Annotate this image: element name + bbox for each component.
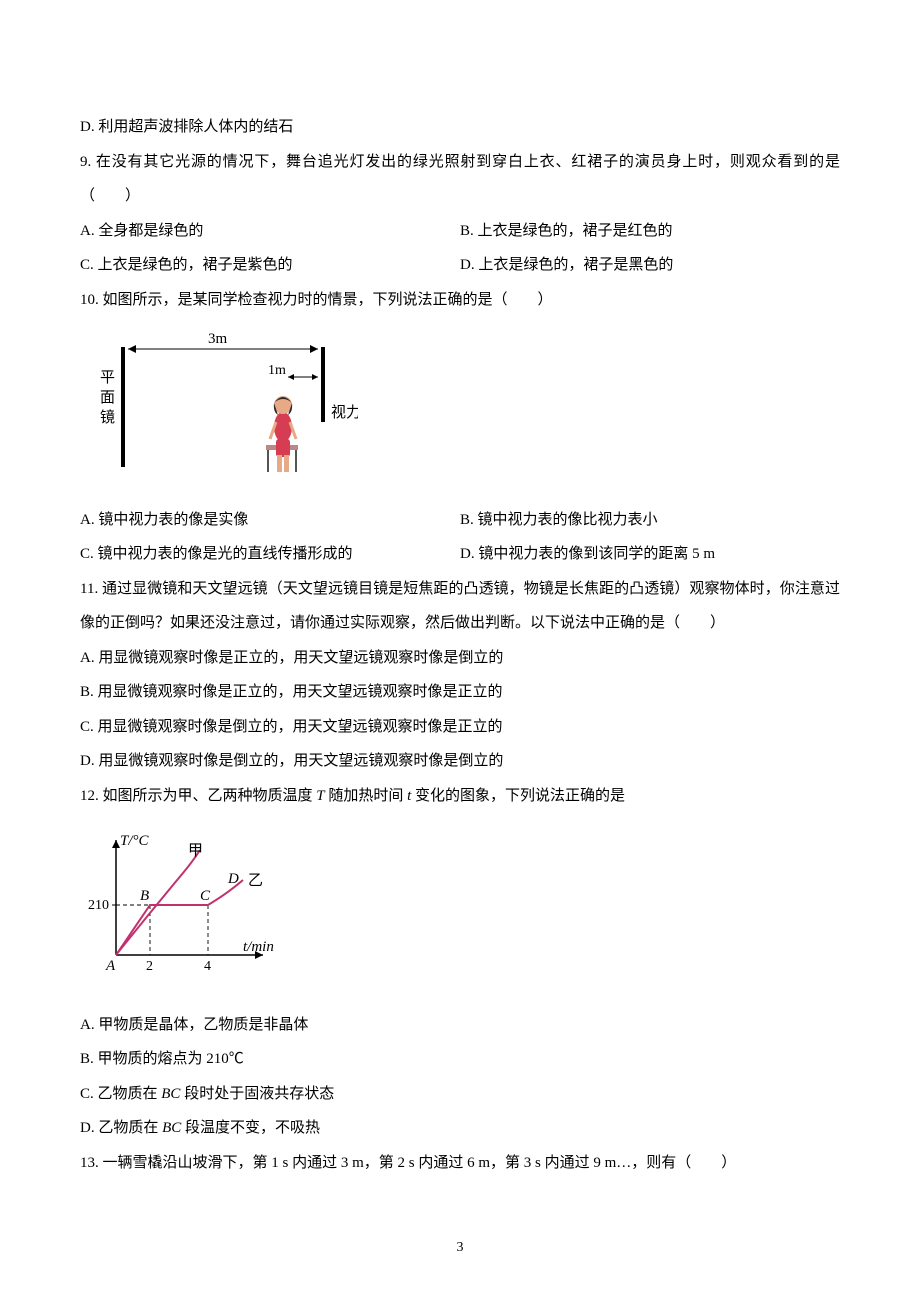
q12-labelA: A [105,958,116,974]
q11-stem: 11. 通过显微镜和天文望远镜（天文望远镜目镜是短焦距的凸透镜，物镜是长焦距的凸… [80,572,840,641]
q8-option-d: D. 利用超声波排除人体内的结石 [80,110,840,145]
q10-figure: 3m 1m 平 面 镜 视力表 [88,327,840,491]
page-number: 3 [0,1232,920,1264]
q11-option-d: D. 用显微镜观察时像是倒立的，用天文望远镜观察时像是倒立的 [80,744,840,779]
q9-row2: C. 上衣是绿色的，裙子是紫色的 D. 上衣是绿色的，裙子是黑色的 [80,248,840,283]
q10-label-1m: 1m [268,363,286,378]
q12-figure: T/°C t/min 210 2 4 A 甲 乙 B C D [88,825,840,994]
q12-ylabel: T/°C [120,833,150,849]
q9-option-c: C. 上衣是绿色的，裙子是紫色的 [80,248,460,283]
q10-mirror-l2: 面 [100,390,115,406]
q9-row1: A. 全身都是绿色的 B. 上衣是绿色的，裙子是红色的 [80,214,840,249]
q12-labelD: D [227,871,239,887]
q11-option-c: C. 用显微镜观察时像是倒立的，用天文望远镜观察时像是正立的 [80,710,840,745]
q10-label-3m: 3m [208,331,228,347]
q12-label-jia: 甲 [188,843,203,859]
q12-stem: 12. 如图所示为甲、乙两种物质温度 T 随加热时间 t 变化的图象，下列说法正… [80,779,840,814]
q12-option-b: B. 甲物质的熔点为 210℃ [80,1042,840,1077]
q12-xlabel: t/min [243,939,274,955]
q10-mirror-l1: 平 [100,370,115,386]
q13-stem: 13. 一辆雪橇沿山坡滑下，第 1 s 内通过 3 m，第 2 s 内通过 6 … [80,1146,840,1181]
q9-stem: 9. 在没有其它光源的情况下，舞台追光灯发出的绿光照射到穿白上衣、红裙子的演员身… [80,145,840,214]
q12-xtick-2: 2 [146,959,153,974]
q12-label-yi: 乙 [248,873,263,889]
q12-xtick-4: 4 [204,959,211,974]
q10-option-d: D. 镜中视力表的像到该同学的距离 5 m [460,537,840,572]
q12-ytick: 210 [88,898,109,913]
q9-option-a: A. 全身都是绿色的 [80,214,460,249]
q12-labelC: C [200,888,211,904]
q10-chart-label: 视力表 [331,404,358,421]
q12-option-a: A. 甲物质是晶体，乙物质是非晶体 [80,1008,840,1043]
q12-option-d: D. 乙物质在 BC 段温度不变，不吸热 [80,1111,840,1146]
q10-option-c: C. 镜中视力表的像是光的直线传播形成的 [80,537,460,572]
q9-option-b: B. 上衣是绿色的，裙子是红色的 [460,214,840,249]
q12-option-c: C. 乙物质在 BC 段时处于固液共存状态 [80,1077,840,1112]
q12-labelB: B [140,888,149,904]
q10-mirror-l3: 镜 [100,408,115,426]
q11-option-b: B. 用显微镜观察时像是正立的，用天文望远镜观察时像是正立的 [80,675,840,710]
q11-option-a: A. 用显微镜观察时像是正立的，用天文望远镜观察时像是倒立的 [80,641,840,676]
q10-stem: 10. 如图所示，是某同学检查视力时的情景，下列说法正确的是（ ） [80,283,840,318]
q10-option-b: B. 镜中视力表的像比视力表小 [460,503,840,538]
q10-row1: A. 镜中视力表的像是实像 B. 镜中视力表的像比视力表小 [80,503,840,538]
q10-row2: C. 镜中视力表的像是光的直线传播形成的 D. 镜中视力表的像到该同学的距离 5… [80,537,840,572]
q9-option-d: D. 上衣是绿色的，裙子是黑色的 [460,248,840,283]
q10-person-icon [266,396,298,472]
q10-option-a: A. 镜中视力表的像是实像 [80,503,460,538]
